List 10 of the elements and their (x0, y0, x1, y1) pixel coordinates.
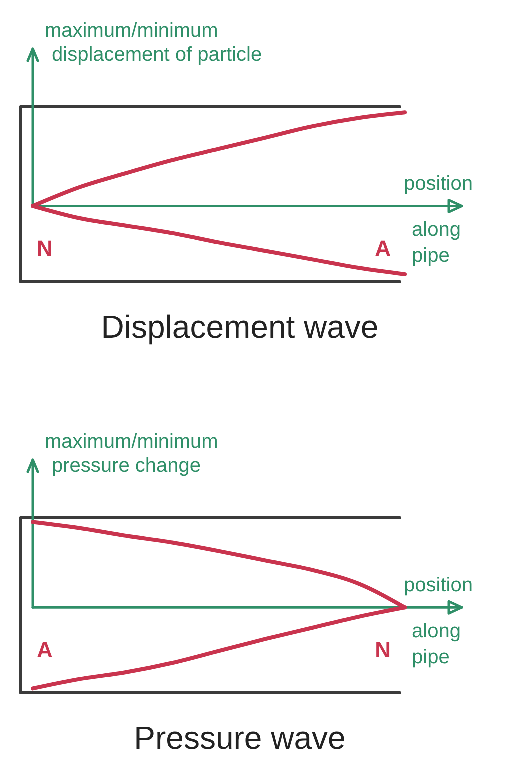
text: Pressure wave (134, 720, 346, 756)
annotation: N (37, 236, 53, 262)
annotation: N (375, 638, 391, 663)
y-axis-title: maximum/minimum pressure change (45, 431, 218, 477)
y-axis-title: maximum/minimum displacement of particle (45, 20, 262, 66)
annotation: A (37, 638, 53, 663)
annotation: A (375, 236, 392, 262)
text: position along pipe (404, 574, 473, 669)
text: position along pipe (404, 173, 473, 268)
text: Displacement wave (101, 309, 379, 345)
